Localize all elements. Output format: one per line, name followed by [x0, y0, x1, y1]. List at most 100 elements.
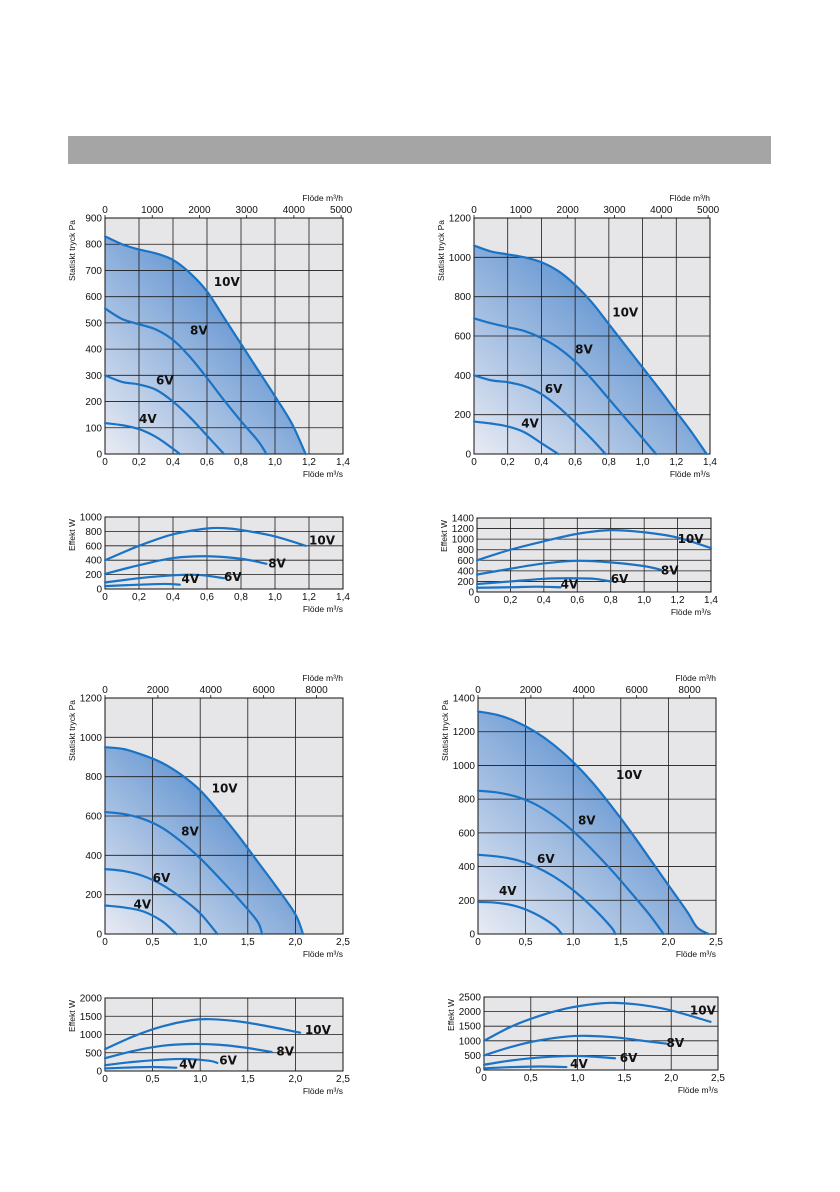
x-tick-label: 1,4 [336, 457, 350, 468]
series-curve-10V [476, 710, 710, 936]
x2-tick-label: 2000 [147, 685, 170, 696]
x2-tick-label: 6000 [253, 685, 276, 696]
y-tick-label: 700 [85, 266, 102, 277]
x-tick-label: 0 [475, 937, 481, 948]
series-label: 8V [190, 324, 208, 338]
series-label: 4V [570, 1057, 588, 1071]
section-header-bar [68, 136, 771, 164]
y-tick-label: 1200 [449, 214, 472, 225]
series-curve-10V [103, 235, 307, 456]
plot-frame [476, 517, 712, 593]
y-tick-label: 1000 [459, 1036, 482, 1047]
x-tick-label: 0 [102, 937, 108, 948]
x-tick-label: 1,4 [336, 592, 350, 603]
x2-tick-label: 2000 [520, 685, 543, 696]
y-tick-label: 1000 [80, 1030, 103, 1041]
series-label: 10V [309, 533, 336, 547]
y-tick-label: 2000 [459, 1007, 482, 1018]
y-tick-label: 200 [454, 410, 471, 421]
series-curve-6V [103, 1057, 219, 1067]
x-tick-label: 2,5 [336, 937, 350, 948]
series-label: 6V [537, 852, 555, 866]
x-tick-label: 0 [102, 1074, 108, 1085]
y-tick-label: 1500 [459, 1022, 482, 1033]
y-tick-label: 500 [464, 1051, 481, 1062]
x-tick-label: 1,0 [193, 1074, 207, 1085]
shaded-area [105, 236, 306, 454]
y-tick-label: 2500 [459, 993, 482, 1004]
series-label: 8V [667, 1036, 685, 1050]
x-tick-label: 1,4 [703, 457, 717, 468]
y-tick-label: 400 [458, 862, 475, 873]
series-curve-8V [472, 317, 658, 456]
x-tick-label: 1,0 [268, 592, 282, 603]
y-tick-label: 1000 [80, 513, 103, 524]
x-tick-label: 0,5 [146, 937, 160, 948]
y-tick-label: 2000 [80, 994, 103, 1005]
chart-3-pressure: 0 0,2 0,4 0,6 0,8 1,0 1,2 1,4 0 200 400 600 800 1000 1… [436, 193, 720, 479]
x2-tick-label: 5000 [330, 205, 353, 216]
x2-tick-label: 4000 [200, 685, 223, 696]
y-tick-label: 1000 [449, 253, 472, 264]
x-tick-label: 0,8 [234, 592, 248, 603]
shaded-area [474, 245, 707, 454]
series-curve-4V [103, 421, 181, 456]
series-label: 6V [153, 871, 171, 885]
x-tick-label: 2,5 [336, 1074, 350, 1085]
series-label: 8V [276, 1044, 294, 1058]
y-tick-label: 0 [96, 450, 102, 461]
x-tick-label: 0,5 [519, 937, 533, 948]
x2-tick-label: 1000 [510, 205, 533, 216]
plot-frame [104, 997, 344, 1072]
x-tick-label: 1,0 [637, 595, 651, 606]
y-axis-label: Statiskt tryck Pa [67, 220, 77, 281]
y-tick-label: 500 [85, 1048, 102, 1059]
chart-4-power: 0 0,2 0,4 0,6 0,8 1,0 1,2 1,4020040060080010001… [439, 514, 718, 618]
x-axis-label: Flöde m³/s [303, 604, 343, 614]
series-curve-8V [103, 307, 268, 456]
x-tick-label: 0,8 [602, 457, 616, 468]
y-tick-label: 1400 [453, 694, 476, 705]
x-tick-label: 1,0 [193, 937, 207, 948]
x-tick-label: 0,5 [524, 1073, 538, 1084]
series-curve-4V [476, 900, 563, 936]
x-tick-label: 0,8 [604, 595, 618, 606]
y-tick-label: 600 [457, 556, 474, 567]
x-tick-label: 0,2 [503, 595, 517, 606]
series-curve-4V [103, 582, 181, 588]
x-tick-label: 0 [471, 457, 477, 468]
series-curve-4V [103, 1065, 178, 1070]
x2-tick-label: 4000 [573, 685, 596, 696]
chart-6-power: 0 0,5 1,0 1,5 2,0 2,5 0 500 1000 1500 2000 Flöde m³… [67, 994, 350, 1097]
series-curve-8V [103, 810, 264, 936]
series-curve-10V [103, 1017, 302, 1051]
y-tick-label: 0 [96, 930, 102, 941]
y-tick-label: 1000 [453, 761, 476, 772]
y-tick-label: 0 [475, 1066, 481, 1077]
y-tick-label: 1000 [452, 535, 475, 546]
series-label: 8V [578, 813, 596, 827]
series-label: 6V [545, 382, 563, 396]
x-tick-label: 0 [481, 1073, 487, 1084]
y-tick-label: 800 [85, 527, 102, 538]
series-curve-8V [475, 559, 662, 576]
chart-8-power: 0 0,5 1,0 1,5 2,0 2,505001000150020002500Flöd… [446, 993, 725, 1096]
x-tick-label: 2,5 [709, 937, 723, 948]
y-tick-label: 600 [458, 828, 475, 839]
y-axis-label: Statiskt tryck Pa [436, 220, 446, 281]
y-tick-label: 600 [85, 292, 102, 303]
y-tick-label: 0 [96, 1067, 102, 1078]
x2-axis-label: Flöde m³/h [302, 193, 343, 203]
y-tick-label: 1500 [80, 1012, 103, 1023]
x-tick-label: 0,4 [166, 592, 180, 603]
y-axis-label: Effekt W [67, 519, 77, 551]
x2-tick-label: 2000 [557, 205, 580, 216]
x2-tick-label: 4000 [283, 205, 306, 216]
x2-tick-label: 0 [471, 205, 477, 216]
y-axis-label: Statiskt tryck Pa [440, 700, 450, 761]
y-tick-label: 500 [85, 318, 102, 329]
y-tick-label: 600 [85, 812, 102, 823]
x-tick-label: 0 [474, 595, 480, 606]
x-tick-label: 0,6 [200, 592, 214, 603]
